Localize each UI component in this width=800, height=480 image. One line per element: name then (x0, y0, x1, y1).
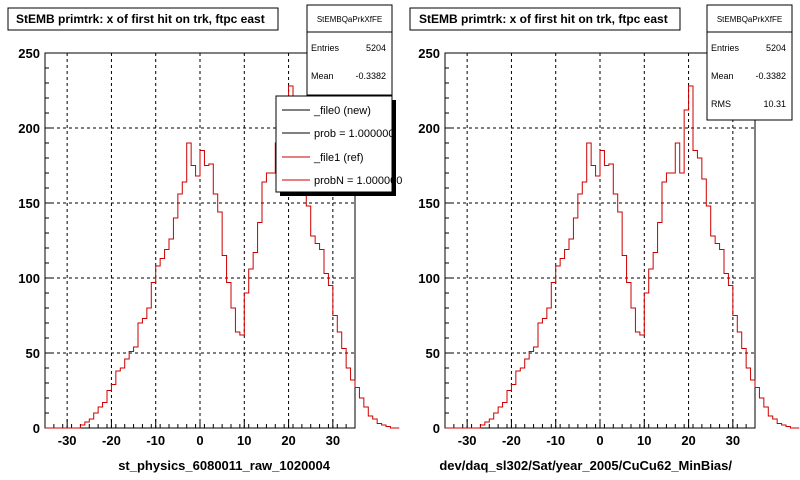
legend-label: _file1 (ref) (313, 152, 364, 164)
y-tick-label: 0 (33, 421, 40, 436)
y-tick-label: 250 (18, 46, 40, 61)
legend-label: prob = 1.000000 (314, 128, 394, 140)
stats-label: RMS (711, 99, 731, 109)
x-tick-label: -30 (458, 433, 477, 448)
x-tick-label: -20 (502, 433, 521, 448)
x-tick-label: 20 (281, 433, 295, 448)
right-histogram-panel: StEMB primtrk: x of first hit on trk, ft… (409, 4, 800, 473)
x-tick-label: -10 (546, 433, 565, 448)
x-tick-label: 30 (326, 433, 340, 448)
x-tick-labels: -30 -20 -10 0 10 20 30 (58, 433, 340, 448)
left-histogram-panel: StEMB primtrk: x of first hit on trk, ft… (7, 4, 402, 473)
legend-box: _file0 (new) prob = 1.000000 _file1 (ref… (275, 95, 402, 196)
stats-label: Mean (711, 71, 734, 81)
x-tick-label: 0 (196, 433, 203, 448)
x-tick-label: 10 (637, 433, 651, 448)
stats-value: 5204 (766, 43, 786, 53)
y-tick-labels: 0 50 100 150 200 250 (18, 46, 40, 436)
y-tick-label: 200 (18, 121, 40, 136)
chart-title: StEMB primtrk: x of first hit on trk, ft… (419, 12, 668, 26)
x-tick-label: -10 (146, 433, 165, 448)
histogram-line (445, 85, 800, 429)
stats-label: Entries (711, 43, 740, 53)
chart-title-box (409, 7, 681, 31)
stats-label: Mean (311, 71, 334, 81)
axis-ticks (44, 52, 356, 429)
x-tick-label: -20 (102, 433, 121, 448)
x-axis-label: dev/daq_sl302/Sat/year_2005/CuCu62_MinBi… (439, 458, 732, 473)
x-axis-label: st_physics_6080011_raw_1020004 (118, 458, 331, 473)
stats-name: StEMBQaPrkXfFE (717, 15, 782, 24)
histogram-series (445, 85, 800, 429)
chart-title: StEMB primtrk: x of first hit on trk, ft… (16, 12, 265, 26)
x-tick-label: -30 (58, 433, 77, 448)
y-tick-label: 100 (18, 271, 40, 286)
x-tick-label: 10 (237, 433, 251, 448)
x-tick-labels: -30 -20 -10 0 10 20 30 (458, 433, 740, 448)
chart-title-box (7, 7, 279, 31)
y-tick-label: 150 (418, 196, 440, 211)
legend-label: probN = 1.000000 (314, 175, 402, 187)
histogram-series (45, 85, 400, 429)
y-tick-labels: 0 50 100 150 200 250 (418, 46, 440, 436)
stats-value: 5204 (366, 43, 386, 53)
stats-name: StEMBQaPrkXfFE (317, 15, 382, 24)
legend-label: _file0 (new) (313, 105, 371, 117)
y-tick-label: 150 (18, 196, 40, 211)
x-tick-label: 30 (726, 433, 740, 448)
y-tick-label: 200 (418, 121, 440, 136)
y-tick-label: 250 (418, 46, 440, 61)
x-tick-label: 20 (681, 433, 695, 448)
stats-value: -0.3382 (355, 71, 386, 81)
stats-value: -0.3382 (755, 71, 786, 81)
y-tick-label: 100 (418, 271, 440, 286)
y-tick-label: 50 (426, 346, 440, 361)
histogram-line (45, 85, 400, 429)
y-tick-label: 50 (26, 346, 40, 361)
stats-label: Entries (311, 43, 340, 53)
stats-box: StEMBQaPrkXfFE Entries 5204 Mean -0.3382… (706, 4, 793, 121)
stats-box: StEMBQaPrkXfFE Entries 5204 Mean -0.3382 (306, 4, 393, 96)
y-tick-label: 0 (433, 421, 440, 436)
stats-value: 10.31 (763, 99, 786, 109)
x-tick-label: 0 (596, 433, 603, 448)
